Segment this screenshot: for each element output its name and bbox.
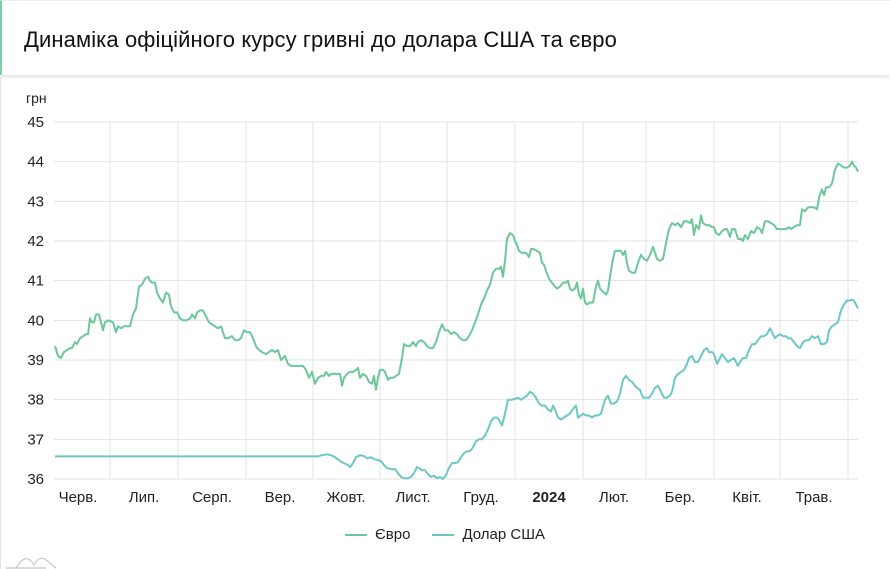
chart-legend: Євро Долар США bbox=[0, 526, 890, 543]
x-tick-label: Черв. bbox=[59, 489, 98, 506]
x-tick-label: Лют. bbox=[599, 489, 629, 506]
y-tick-label: 44 bbox=[27, 154, 44, 171]
legend-label-usd: Долар США bbox=[462, 526, 545, 543]
x-axis: Черв. Лип. Серп. Вер. Жовт. Лист. Груд. 2024 Лют… bbox=[59, 489, 833, 506]
legend-item-usd[interactable]: Долар США bbox=[432, 526, 545, 543]
y-axis-unit: грн bbox=[26, 90, 47, 106]
y-tick-label: 40 bbox=[27, 312, 44, 329]
legend-item-euro[interactable]: Євро bbox=[345, 526, 410, 543]
y-tick-label: 38 bbox=[27, 392, 44, 409]
x-tick-label: Серп. bbox=[192, 489, 232, 506]
x-tick-label: Груд. bbox=[463, 489, 498, 506]
y-axis: 36 37 38 39 40 41 42 43 44 45 bbox=[27, 114, 44, 488]
x-tick-label: Жовт. bbox=[326, 489, 365, 506]
y-tick-label: 45 bbox=[27, 114, 44, 131]
y-tick-label: 41 bbox=[27, 273, 44, 290]
mountain-peaks-icon bbox=[6, 557, 57, 569]
x-tick-label: Квіт. bbox=[732, 489, 761, 506]
x-tick-label: Трав. bbox=[795, 489, 832, 506]
line-chart: 36 37 38 39 40 41 42 43 44 45 грн Черв. Лип. Серп. В… bbox=[26, 90, 859, 506]
series-usd-line bbox=[55, 298, 859, 480]
y-tick-label: 43 bbox=[27, 193, 44, 210]
y-tick-label: 39 bbox=[27, 352, 44, 369]
legend-label-euro: Євро bbox=[375, 526, 411, 543]
y-tick-label: 37 bbox=[27, 431, 44, 448]
y-tick-label: 36 bbox=[27, 471, 44, 488]
y-tick-label: 42 bbox=[27, 233, 44, 250]
legend-swatch-usd bbox=[432, 533, 455, 536]
x-tick-label: Лист. bbox=[395, 489, 430, 506]
chart-title: Динаміка офіційного курсу гривні до дола… bbox=[24, 27, 617, 52]
x-tick-label: Бер. bbox=[665, 489, 696, 506]
x-tick-label: Лип. bbox=[129, 489, 160, 506]
legend-swatch-euro bbox=[345, 533, 368, 536]
x-tick-label: Вер. bbox=[265, 489, 296, 506]
frame-left-border bbox=[0, 76, 1, 569]
chart-series bbox=[54, 160, 859, 480]
series-euro-line bbox=[54, 160, 859, 391]
x-tick-label: 2024 bbox=[532, 489, 566, 506]
chart-header: Динаміка офіційного курсу гривні до дола… bbox=[0, 0, 890, 75]
chart-grid bbox=[54, 121, 858, 480]
